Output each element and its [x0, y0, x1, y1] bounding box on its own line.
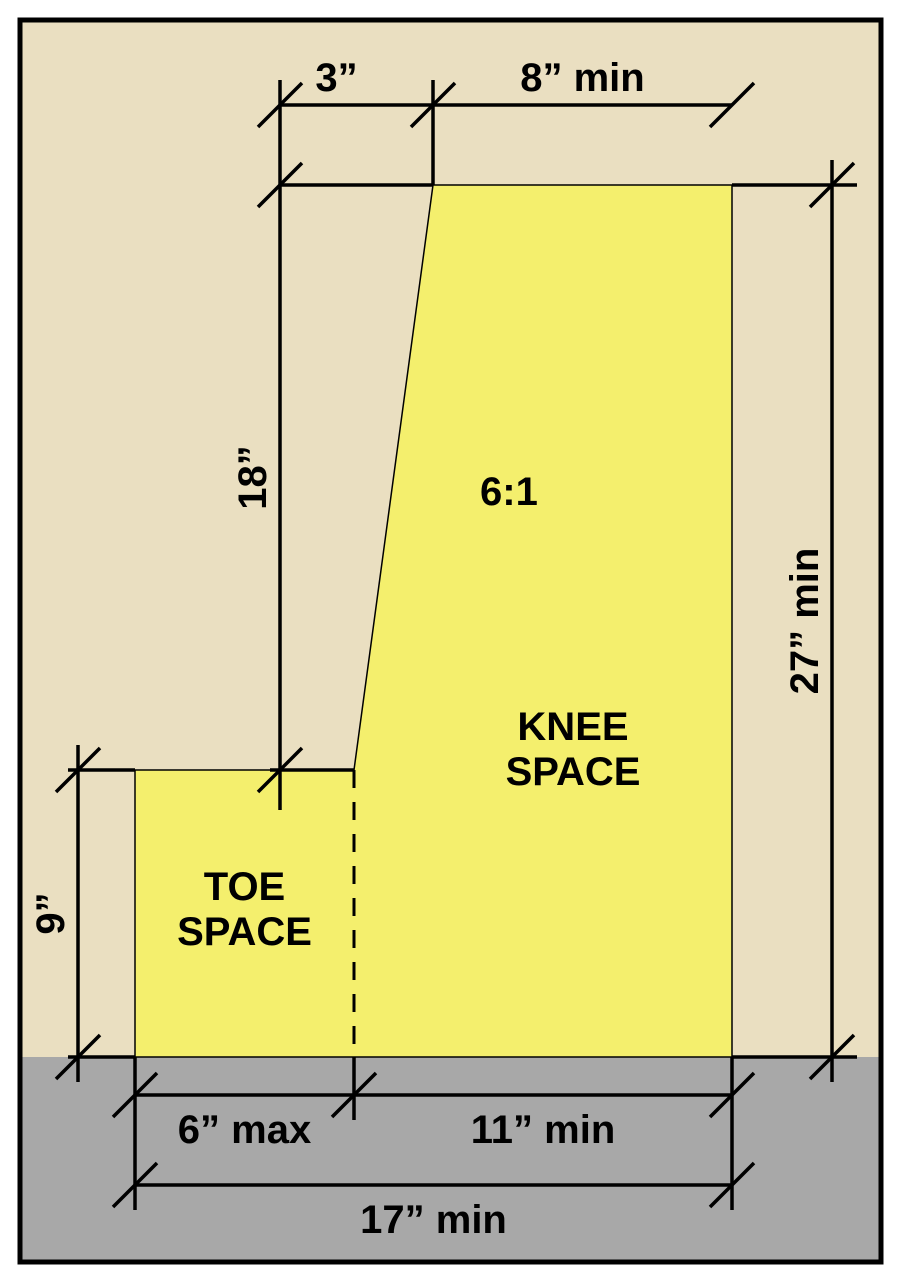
label-toe-2: SPACE: [177, 910, 312, 954]
dim-11min: 11” min: [471, 1108, 616, 1152]
dim-6max: 6” max: [178, 1108, 311, 1152]
label-knee-2: SPACE: [506, 750, 641, 794]
label-slope: 6:1: [480, 470, 538, 514]
dim-27min: 27” min: [783, 548, 827, 695]
dim-18: 18”: [231, 445, 275, 510]
dim-9: 9”: [29, 892, 73, 934]
label-knee-1: KNEE: [517, 705, 628, 749]
label-toe-1: TOE: [204, 865, 286, 909]
dim-3in: 3”: [315, 56, 357, 100]
dim-17min: 17” min: [360, 1198, 507, 1242]
dim-8min: 8” min: [520, 56, 644, 100]
